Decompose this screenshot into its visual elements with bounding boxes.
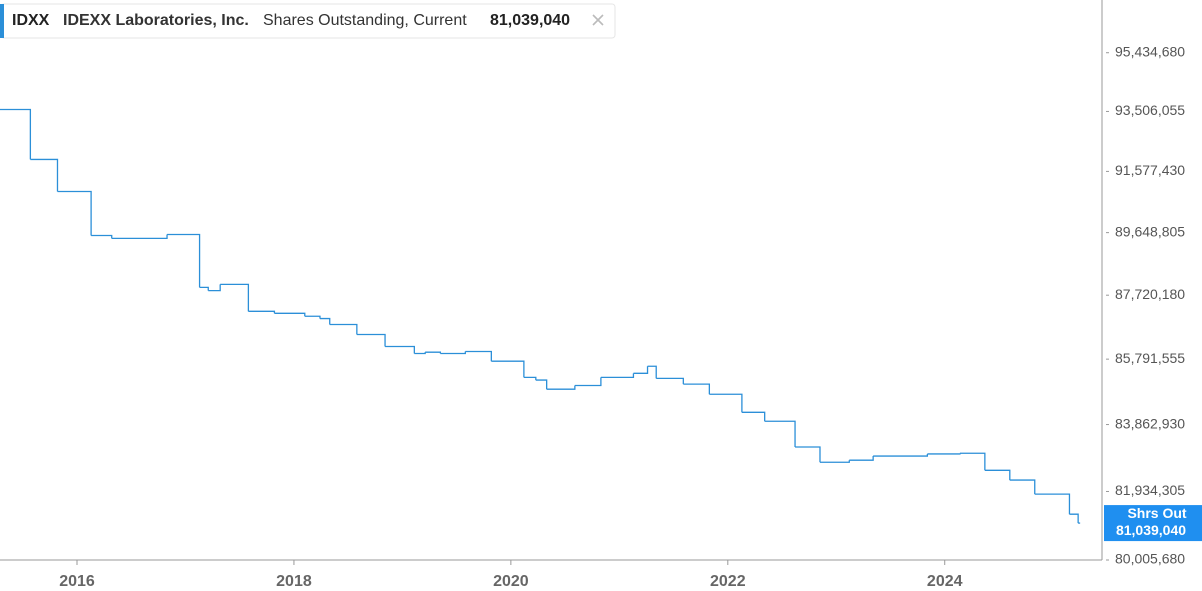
step-segment: [491, 360, 525, 378]
ticker: IDXX: [12, 12, 50, 29]
step-segment: [795, 446, 821, 463]
step-segment: [208, 284, 221, 292]
step-segment: [656, 377, 684, 385]
step-segment: [220, 283, 250, 312]
step-segment: [764, 420, 796, 448]
step-segment: [274, 312, 306, 317]
value-tag-name: Shrs Out: [1127, 505, 1186, 521]
step-segment: [57, 190, 92, 236]
step-segment: [440, 351, 466, 355]
y-tick-label: 89,648,805: [1115, 223, 1185, 239]
step-segment: [600, 373, 635, 379]
step-segment: [984, 469, 1011, 481]
step-segment: [647, 365, 657, 379]
value-tag: [1104, 505, 1202, 542]
x-tick-label: 2022: [710, 573, 746, 590]
step-segment: [927, 453, 961, 455]
step-segment: [741, 411, 766, 422]
legend-color-bar: [0, 4, 4, 38]
step-segment: [414, 352, 426, 355]
x-tick-label: 2024: [927, 573, 963, 590]
step-segment: [523, 376, 537, 381]
close-icon[interactable]: [592, 14, 604, 26]
y-tick-label: 80,005,680: [1115, 551, 1185, 567]
metric: Shares Outstanding, Current: [263, 12, 467, 29]
step-segment: [465, 350, 492, 362]
y-tick-label: 91,577,430: [1115, 162, 1185, 178]
step-segment: [319, 317, 331, 325]
step-segment: [819, 460, 850, 463]
current-value: 81,039,040: [490, 12, 570, 29]
step-segment: [304, 315, 321, 319]
step-segment: [167, 233, 201, 288]
step-segment: [683, 383, 711, 395]
step-segment: [535, 379, 548, 390]
y-tick-label: 87,720,180: [1115, 286, 1185, 302]
step-segment: [849, 456, 874, 461]
step-segment: [1034, 493, 1071, 515]
step-segment: [1069, 513, 1079, 524]
step-segment: [709, 393, 743, 413]
step-segment: [91, 234, 113, 239]
company: IDEXX Laboratories, Inc.: [63, 12, 249, 29]
x-tick-label: 2020: [493, 573, 529, 590]
step-segment: [0, 108, 32, 160]
step-segment: [356, 333, 386, 347]
step-segment: [959, 452, 986, 471]
close-button[interactable]: [592, 14, 604, 26]
step-segment: [111, 234, 168, 240]
y-tick-label: 95,434,680: [1115, 43, 1185, 59]
step-segment: [30, 158, 59, 192]
step-segment: [425, 351, 442, 354]
y-tick-label: 81,934,305: [1115, 482, 1185, 498]
step-segment: [574, 377, 602, 387]
step-segment: [385, 345, 415, 354]
step-segment: [546, 385, 576, 390]
x-tick-label: 2018: [276, 573, 312, 590]
step-segment: [329, 323, 358, 335]
step-segment: [1009, 479, 1036, 495]
y-tick-label: 93,506,055: [1115, 102, 1185, 118]
step-segment: [248, 310, 276, 314]
step-segment: [873, 453, 929, 457]
y-tick-label: 83,862,930: [1115, 415, 1185, 431]
step-segment: [633, 366, 649, 374]
x-tick-label: 2016: [59, 573, 95, 590]
step-segment: [199, 286, 209, 291]
value-tag-value: 81,039,040: [1116, 522, 1186, 538]
y-tick-label: 85,791,555: [1115, 350, 1185, 366]
